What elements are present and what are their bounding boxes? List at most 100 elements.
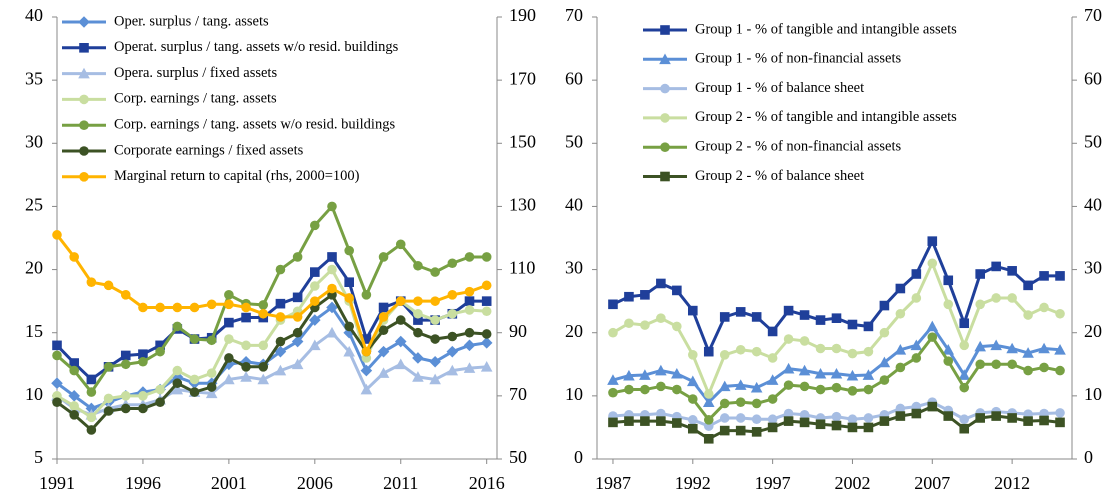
data-point [275, 264, 286, 275]
y-tick-label: 50 [565, 131, 583, 151]
data-point [326, 301, 338, 314]
data-point [655, 364, 667, 376]
y2-tick-label: 110 [509, 258, 535, 278]
data-point [206, 335, 217, 346]
legend-marker [79, 94, 89, 105]
data-point [103, 406, 114, 416]
data-point [310, 220, 320, 231]
data-point [751, 398, 762, 409]
data-point [687, 350, 698, 360]
data-point [894, 343, 907, 355]
data-point [863, 413, 874, 423]
y-tick-label: 35 [25, 68, 43, 88]
legend-marker [78, 16, 90, 28]
y-tick-label: 0 [574, 447, 583, 467]
data-point [974, 340, 986, 352]
data-point [171, 383, 184, 395]
data-point [656, 381, 666, 392]
data-point [926, 320, 939, 332]
data-point [703, 346, 714, 357]
data-point [120, 403, 131, 414]
data-point [309, 339, 321, 351]
data-point [69, 358, 79, 368]
data-point [413, 308, 423, 319]
data-point [879, 375, 890, 385]
data-point [686, 375, 699, 387]
data-point [831, 382, 842, 393]
data-point [959, 382, 970, 393]
data-point [120, 359, 131, 370]
data-point [863, 346, 874, 357]
data-point [291, 335, 304, 348]
data-point [138, 391, 148, 401]
data-point [1039, 415, 1049, 426]
y2-tick-label: 70 [1084, 5, 1102, 25]
data-point [911, 408, 922, 419]
data-point [607, 374, 619, 385]
legend-label: Corporate earnings / fixed assets [114, 142, 304, 158]
data-point [327, 252, 337, 262]
data-point [413, 296, 423, 306]
data-point [863, 321, 874, 332]
data-point [1023, 416, 1033, 426]
data-point [86, 374, 97, 385]
data-point [719, 413, 730, 423]
legend-marker [79, 146, 89, 156]
data-point [447, 290, 458, 300]
data-point [412, 352, 424, 364]
data-point [344, 277, 354, 287]
data-point [624, 291, 634, 302]
data-point [274, 345, 287, 358]
data-point [464, 252, 475, 262]
legend-marker [660, 83, 670, 94]
data-point [895, 283, 906, 294]
data-point [640, 320, 650, 330]
data-point [799, 336, 810, 346]
data-point [687, 415, 698, 425]
data-point [1007, 413, 1017, 423]
data-point [86, 412, 97, 423]
legend-marker [660, 25, 670, 35]
data-point [687, 423, 698, 434]
data-point [52, 350, 62, 361]
y2-tick-label: 70 [509, 384, 527, 404]
x-tick-label: 1992 [675, 473, 711, 493]
data-point [85, 402, 98, 415]
data-point [656, 313, 666, 323]
data-point [847, 414, 858, 425]
data-point [991, 411, 1001, 421]
legend-marker [660, 171, 670, 182]
x-tick-label: 2007 [914, 473, 950, 493]
y-tick-label: 30 [25, 131, 43, 151]
data-point [292, 252, 303, 262]
data-point [378, 302, 389, 313]
data-point [274, 364, 287, 376]
data-point [718, 380, 731, 392]
data-point [224, 334, 234, 344]
legend-marker [78, 67, 90, 79]
data-point [447, 258, 458, 269]
data-point [943, 411, 954, 421]
x-tick-label: 2002 [834, 473, 870, 493]
data-point [878, 356, 891, 368]
data-point [327, 201, 337, 212]
data-point [975, 299, 985, 310]
data-point [767, 353, 778, 363]
legend-marker [79, 172, 89, 182]
data-point [446, 364, 459, 376]
data-point [138, 302, 148, 313]
data-point [1023, 365, 1033, 376]
data-point [241, 312, 251, 323]
data-point [927, 332, 938, 342]
data-point [911, 353, 922, 363]
data-point [1038, 342, 1050, 354]
data-point [815, 384, 826, 395]
data-point [1055, 271, 1065, 281]
data-point [927, 236, 938, 246]
data-point [343, 326, 355, 339]
data-point [608, 417, 618, 428]
data-point [783, 408, 794, 419]
data-point [120, 350, 131, 361]
data-point [767, 422, 778, 433]
data-point [910, 339, 923, 351]
